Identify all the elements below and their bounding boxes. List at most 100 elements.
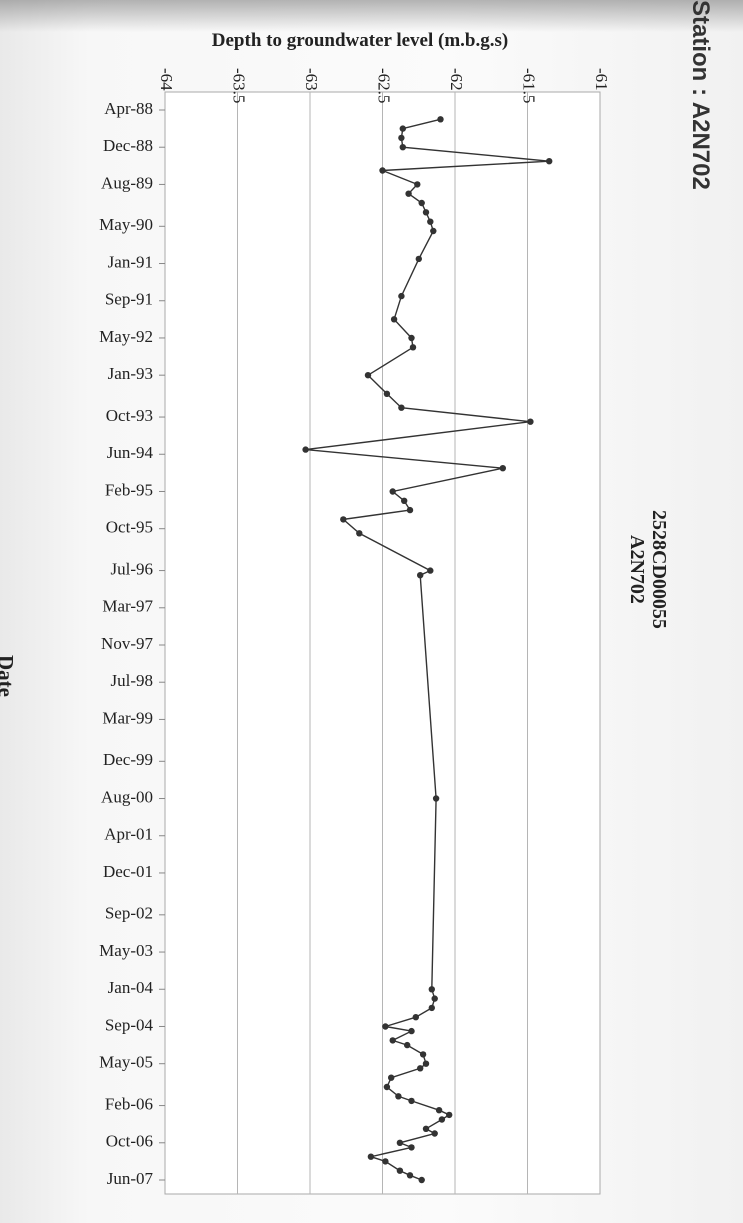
- date-tick-label: Apr-01: [104, 825, 153, 844]
- data-point: [415, 255, 422, 263]
- data-point: [437, 116, 444, 123]
- date-tick-label: May-03: [99, 941, 153, 960]
- depth-tick-label: -63: [302, 68, 321, 91]
- data-point: [418, 1176, 425, 1184]
- date-tick-label: May-90: [99, 215, 153, 234]
- data-point: [408, 334, 415, 342]
- data-point: [408, 1144, 415, 1151]
- data-point: [382, 1158, 389, 1165]
- date-tick-label: Jul-98: [111, 671, 154, 690]
- data-point: [427, 218, 434, 225]
- data-point: [379, 167, 386, 174]
- grid-layer: [237, 92, 528, 1194]
- data-point: [399, 144, 406, 151]
- date-tick-label: Dec-99: [103, 750, 153, 769]
- data-point: [417, 572, 424, 579]
- date-tick-label: Oct-95: [106, 518, 153, 537]
- date-tick-label: Feb-95: [105, 480, 153, 499]
- data-point: [422, 209, 430, 216]
- data-point: [382, 1023, 389, 1030]
- depth-tick-label: -64: [157, 68, 176, 91]
- data-point: [356, 530, 363, 537]
- date-tick-label: Jan-93: [108, 364, 153, 383]
- data-point: [430, 227, 437, 235]
- date-tick-label: Jan-04: [108, 978, 154, 997]
- date-tick-label: May-05: [99, 1053, 153, 1072]
- data-point: [389, 1037, 396, 1044]
- data-point: [406, 506, 414, 514]
- date-tick-label: Aug-89: [101, 173, 153, 192]
- date-tick-label: Jun-94: [107, 443, 154, 462]
- depth-tick-label: -62.5: [375, 68, 394, 103]
- data-point: [398, 404, 405, 411]
- data-point: [408, 1097, 415, 1105]
- data-point: [398, 134, 405, 142]
- data-point: [367, 1153, 375, 1160]
- data-point: [422, 1125, 430, 1133]
- scan-shadow: [0, 0, 743, 32]
- data-point: [427, 567, 434, 574]
- date-tick-label: Feb-06: [105, 1094, 153, 1113]
- date-tick-label: Nov-97: [101, 634, 153, 653]
- data-point: [438, 1116, 446, 1123]
- depth-tick-label: -61: [592, 68, 611, 91]
- date-tick-label: Oct-93: [106, 406, 153, 425]
- data-point: [414, 181, 421, 188]
- series-layer: [302, 116, 553, 1184]
- tick-layer: -64 -63.5 -63 -62.5 -62 -61.5 -61 Apr-88 Dec-88 A…: [99, 68, 611, 1188]
- date-tick-label: Jun-07: [107, 1169, 154, 1188]
- date-tick-label: Jan-91: [108, 252, 153, 271]
- data-point: [389, 488, 396, 495]
- data-point: [412, 1014, 419, 1021]
- data-point: [409, 344, 417, 351]
- depth-tick-label: -61.5: [520, 68, 539, 103]
- data-point: [401, 497, 408, 504]
- data-point: [383, 1083, 391, 1091]
- date-tick-label: Dec-88: [103, 136, 153, 155]
- date-tick-label: Mar-99: [102, 708, 153, 727]
- data-point: [431, 1130, 438, 1137]
- data-point: [419, 1051, 427, 1058]
- data-point: [399, 125, 406, 132]
- date-tick-label: Dec-01: [103, 862, 153, 881]
- data-point: [396, 1139, 404, 1147]
- data-point: [398, 292, 405, 300]
- depth-axis-label: Depth to groundwater level (m.b.g.s): [211, 30, 509, 51]
- data-point: [406, 1172, 414, 1179]
- series-line: [305, 118, 550, 1181]
- date-tick-label: Oct-06: [106, 1132, 153, 1151]
- data-point: [435, 1107, 443, 1114]
- data-point: [390, 316, 398, 323]
- date-tick-label: Jul-96: [111, 559, 154, 578]
- data-point: [546, 158, 553, 165]
- data-point: [499, 465, 506, 472]
- data-point: [446, 1111, 453, 1119]
- data-point: [302, 446, 309, 453]
- data-point: [388, 1074, 395, 1081]
- data-point: [408, 1027, 415, 1035]
- depth-tick-label: -63.5: [230, 68, 249, 103]
- data-point: [405, 190, 412, 197]
- data-point: [527, 418, 534, 425]
- data-point: [364, 372, 372, 379]
- date-tick-label: Sep-02: [105, 904, 153, 923]
- date-tick-label: Sep-91: [105, 290, 153, 309]
- data-point: [395, 1093, 402, 1100]
- data-point: [340, 516, 347, 523]
- data-point: [428, 1004, 435, 1012]
- depth-tick-label: -62: [447, 68, 466, 91]
- date-tick-label: May-92: [99, 327, 153, 346]
- data-point: [396, 1167, 404, 1174]
- data-point: [418, 199, 425, 207]
- date-tick-label: Aug-00: [101, 787, 153, 806]
- date-tick-label: Mar-97: [102, 597, 153, 616]
- data-point: [383, 390, 391, 397]
- data-point: [431, 995, 438, 1002]
- date-tick-label: Sep-04: [105, 1015, 154, 1034]
- data-point: [422, 1060, 430, 1067]
- data-point: [432, 795, 440, 802]
- date-tick-label: Apr-88: [104, 99, 153, 118]
- data-point: [404, 1041, 411, 1049]
- data-point: [428, 986, 435, 993]
